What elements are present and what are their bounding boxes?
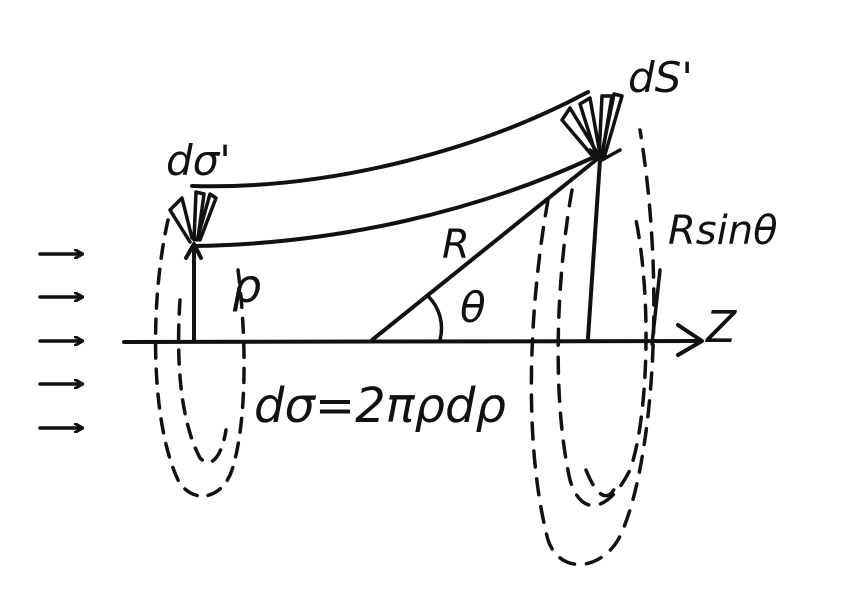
- r-sin-theta-label: Rsinθ: [668, 208, 778, 254]
- dS-vertical-line: [586, 158, 602, 340]
- dS-fan: [560, 92, 624, 162]
- left-dashed-ring: [153, 218, 246, 498]
- z-axis-label: Z: [705, 302, 737, 353]
- theta-label: θ: [460, 283, 486, 332]
- d-s-prime-label: dS': [628, 53, 693, 102]
- upper-ray: [190, 90, 590, 189]
- incident-arrows: [38, 254, 82, 428]
- z-axis: [122, 339, 702, 344]
- lower-ray: [192, 156, 594, 248]
- area-element-formula: dσ=2πρdρ: [254, 378, 506, 434]
- d-sigma-fan: [168, 190, 218, 244]
- z-axis-arrowhead: [676, 323, 704, 357]
- d-sigma-prime-label: dσ': [166, 136, 231, 185]
- r-sin-theta-line: [650, 268, 662, 346]
- r-line: [370, 158, 598, 342]
- rho-label: ρ: [232, 259, 261, 313]
- theta-arc: [426, 294, 444, 342]
- radius-label: R: [442, 222, 470, 268]
